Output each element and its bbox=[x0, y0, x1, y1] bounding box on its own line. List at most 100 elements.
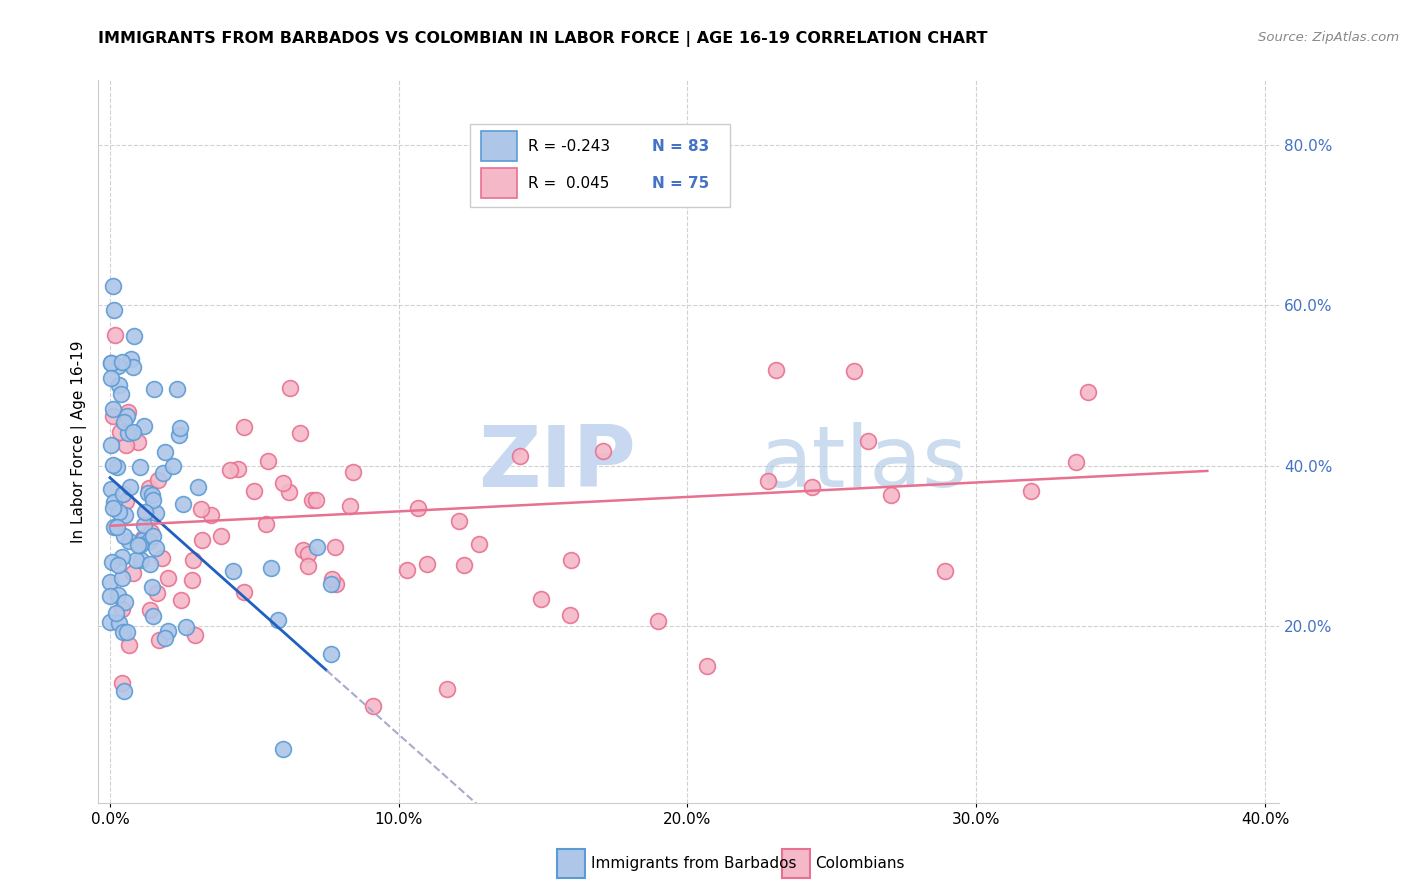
Point bbox=[115, 494, 138, 508]
Point bbox=[150, 550, 173, 565]
Text: N = 83: N = 83 bbox=[652, 138, 710, 153]
Point bbox=[122, 425, 145, 440]
Point bbox=[169, 421, 191, 435]
Point bbox=[406, 501, 429, 516]
Point bbox=[321, 572, 343, 586]
Point bbox=[297, 559, 319, 574]
Point bbox=[108, 616, 131, 631]
Point bbox=[122, 329, 145, 343]
Point bbox=[153, 444, 176, 458]
Point bbox=[307, 541, 329, 555]
Point bbox=[100, 356, 122, 370]
Point bbox=[592, 444, 614, 458]
Point bbox=[114, 438, 136, 452]
Point bbox=[117, 425, 139, 440]
Point bbox=[121, 351, 143, 366]
Point bbox=[118, 480, 141, 494]
Point bbox=[647, 614, 669, 628]
Point bbox=[529, 592, 551, 607]
Point bbox=[108, 505, 131, 519]
Point bbox=[111, 571, 134, 585]
Y-axis label: In Labor Force | Age 16-19: In Labor Force | Age 16-19 bbox=[72, 340, 87, 543]
Point bbox=[100, 483, 122, 497]
Point bbox=[184, 628, 207, 642]
Point bbox=[292, 543, 315, 558]
Point bbox=[232, 585, 254, 599]
Point bbox=[125, 553, 148, 567]
Point bbox=[509, 449, 531, 463]
Point bbox=[200, 508, 222, 522]
Point bbox=[139, 603, 162, 617]
Point bbox=[114, 595, 136, 609]
Point bbox=[103, 495, 125, 509]
Point bbox=[449, 514, 471, 528]
Point bbox=[111, 625, 134, 640]
Point bbox=[107, 558, 129, 572]
Point bbox=[129, 460, 152, 475]
Point bbox=[132, 517, 155, 532]
Point bbox=[108, 425, 131, 439]
Point bbox=[560, 608, 582, 623]
Point bbox=[271, 475, 294, 490]
Point bbox=[222, 564, 245, 578]
Point bbox=[361, 699, 384, 714]
Point bbox=[319, 577, 342, 591]
Point bbox=[110, 387, 132, 401]
Point bbox=[138, 534, 160, 549]
Point bbox=[278, 381, 301, 395]
Point bbox=[121, 359, 143, 374]
Point bbox=[339, 500, 361, 514]
Point bbox=[118, 638, 141, 652]
Point bbox=[104, 327, 127, 342]
Point bbox=[166, 382, 188, 396]
Point bbox=[129, 553, 152, 567]
Point bbox=[98, 615, 121, 629]
Point bbox=[800, 480, 823, 494]
Point bbox=[325, 576, 347, 591]
Point bbox=[174, 620, 197, 634]
Point bbox=[100, 438, 122, 452]
Point bbox=[278, 485, 301, 500]
Point bbox=[107, 520, 129, 534]
Point bbox=[416, 557, 439, 571]
Point bbox=[190, 502, 212, 516]
Text: R =  0.045: R = 0.045 bbox=[527, 176, 609, 191]
Text: Colombians: Colombians bbox=[815, 856, 905, 871]
Point bbox=[156, 624, 179, 639]
Point bbox=[148, 474, 170, 488]
Point bbox=[267, 613, 290, 627]
Point bbox=[157, 571, 180, 585]
FancyBboxPatch shape bbox=[557, 849, 585, 878]
Point bbox=[129, 538, 152, 552]
Point bbox=[107, 378, 129, 392]
Point bbox=[856, 434, 879, 449]
Point bbox=[98, 574, 121, 589]
Point bbox=[101, 409, 124, 423]
Point bbox=[141, 488, 163, 502]
Point bbox=[103, 401, 125, 416]
Point bbox=[152, 466, 174, 480]
Point bbox=[305, 493, 328, 508]
Point bbox=[271, 742, 294, 756]
Text: Immigrants from Barbados: Immigrants from Barbados bbox=[591, 856, 796, 871]
Point bbox=[218, 463, 240, 477]
FancyBboxPatch shape bbox=[471, 124, 730, 207]
Point bbox=[127, 538, 149, 552]
FancyBboxPatch shape bbox=[481, 169, 517, 198]
Point bbox=[103, 520, 125, 534]
Point bbox=[142, 609, 165, 624]
Point bbox=[756, 474, 779, 488]
Point bbox=[181, 553, 204, 567]
Point bbox=[100, 370, 122, 384]
Point bbox=[139, 558, 162, 572]
Point bbox=[228, 462, 250, 476]
Point bbox=[136, 485, 159, 500]
Point bbox=[342, 465, 364, 479]
Point bbox=[127, 435, 149, 450]
Point bbox=[290, 425, 312, 440]
Point bbox=[114, 415, 136, 429]
Point bbox=[141, 580, 163, 594]
Point bbox=[112, 684, 135, 698]
FancyBboxPatch shape bbox=[782, 849, 810, 878]
Point bbox=[560, 553, 582, 567]
